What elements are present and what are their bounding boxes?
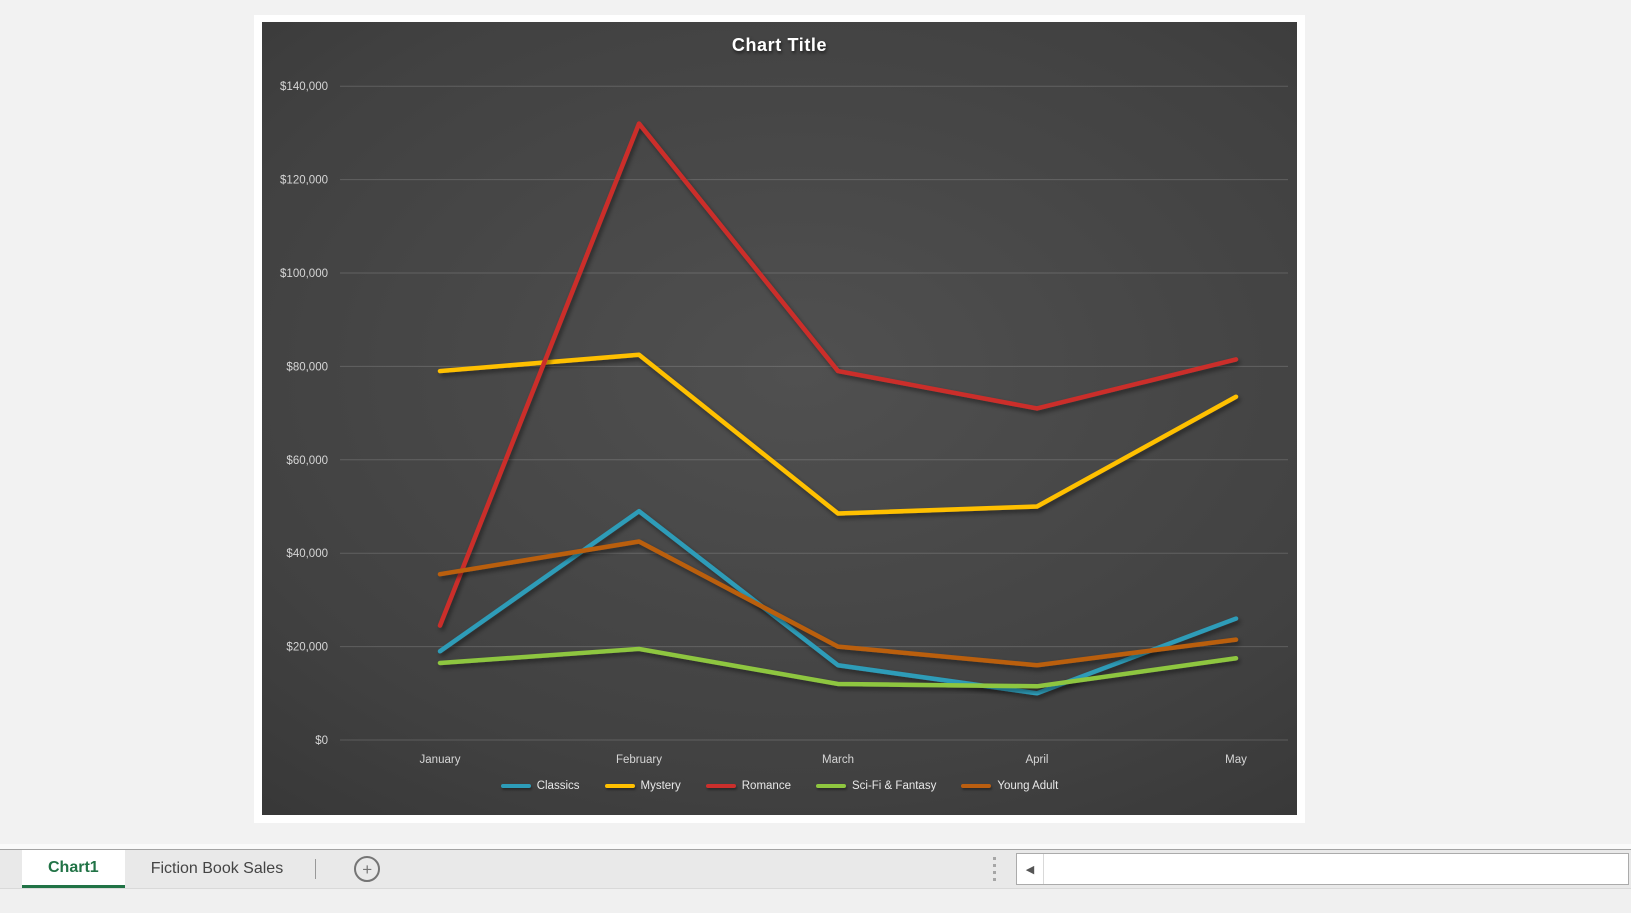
chart-sheet: Chart Title $0 $20,000 $40,000 $60,000 $80,0… xyxy=(254,15,1305,823)
series-line-young-adult[interactable] xyxy=(437,539,1239,668)
plus-icon: + xyxy=(362,859,373,879)
add-sheet-button[interactable]: + xyxy=(354,856,381,882)
chart-legend: Classics Mystery Romance Sci-Fi & Fantasy Yo… xyxy=(262,774,1297,798)
legend-item-mystery[interactable]: Mystery xyxy=(604,780,681,792)
splitter-dot xyxy=(993,864,996,867)
scroll-left-button[interactable]: ◀ xyxy=(1017,854,1044,884)
status-bar xyxy=(0,888,1631,913)
y-axis-tick-label: $20,000 xyxy=(286,642,328,654)
legend-item-classics[interactable]: Classics xyxy=(500,780,580,792)
series-line-romance[interactable] xyxy=(437,121,1239,628)
splitter-dot xyxy=(993,878,996,881)
series-line-sci-fi-fantasy[interactable] xyxy=(437,646,1239,689)
sheet-tab-fiction-book-sales[interactable]: Fiction Book Sales xyxy=(150,860,284,877)
y-axis-tick-label: $140,000 xyxy=(280,81,328,93)
left-arrow-icon: ◀ xyxy=(1025,863,1035,876)
legend-marker xyxy=(961,783,992,789)
tab-scrollbar-splitter-handle[interactable] xyxy=(993,850,996,888)
x-axis-tick-label: January xyxy=(420,754,461,766)
y-axis-tick-label: $100,000 xyxy=(280,268,328,280)
legend-label: Romance xyxy=(741,780,791,792)
chart-title[interactable]: Chart Title xyxy=(731,35,828,55)
legend-marker xyxy=(705,783,736,789)
sheet-tab-chart1[interactable]: Chart1 xyxy=(22,850,125,888)
x-axis-tick-label: May xyxy=(1225,754,1247,766)
legend-marker xyxy=(500,783,531,789)
legend-label: Sci-Fi & Fantasy xyxy=(851,780,937,792)
legend-label: Classics xyxy=(536,780,580,792)
y-axis-tick-label: $120,000 xyxy=(280,175,328,187)
splitter-dot xyxy=(993,871,996,874)
y-axis-tick-label: $0 xyxy=(315,735,328,747)
tab-divider xyxy=(315,859,317,879)
legend-marker xyxy=(815,783,846,789)
legend-label: Young Adult xyxy=(997,780,1059,792)
legend-label: Mystery xyxy=(640,780,681,792)
line-chart[interactable]: $0 $20,000 $40,000 $60,000 $80,000 $100,000 $1… xyxy=(262,22,1297,815)
series-line-mystery[interactable] xyxy=(437,352,1239,516)
splitter-dot xyxy=(993,857,996,860)
y-axis-tick-label: $80,000 xyxy=(286,361,328,373)
x-axis-tick-label: March xyxy=(822,754,854,766)
y-axis-tick-label: $40,000 xyxy=(286,548,328,560)
chart-canvas[interactable]: Chart Title $0 $20,000 $40,000 $60,000 $80,0… xyxy=(262,22,1297,815)
x-axis-tick-label: April xyxy=(1025,754,1048,766)
scrollbar-track[interactable] xyxy=(1044,854,1628,884)
series-line-classics[interactable] xyxy=(437,508,1239,696)
tabbar-highlight-strip xyxy=(0,844,1631,849)
legend-item-young-adult[interactable]: Young Adult xyxy=(961,780,1058,792)
x-axis-tick-label: February xyxy=(616,754,662,766)
legend-item-romance[interactable]: Romance xyxy=(705,780,791,792)
sheet-tab-bar: Chart1 Fiction Book Sales + ◀ xyxy=(0,849,1631,888)
legend-item-sci-fi-fantasy[interactable]: Sci-Fi & Fantasy xyxy=(815,780,937,792)
horizontal-scrollbar[interactable]: ◀ xyxy=(1016,853,1629,885)
y-axis-tick-label: $60,000 xyxy=(286,455,328,467)
legend-marker xyxy=(604,783,635,789)
